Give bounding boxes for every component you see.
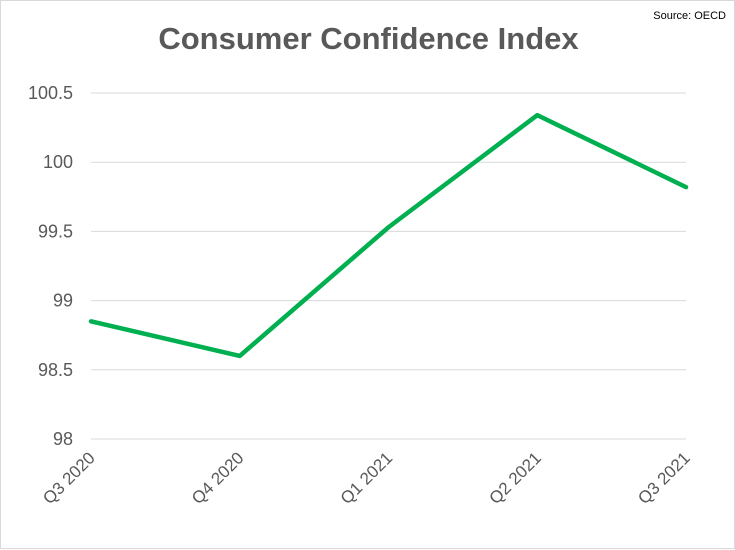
y-tick-label: 99.5 [38, 221, 73, 241]
x-tick-label: Q4 2020 [188, 448, 248, 508]
y-tick-label: 100.5 [28, 83, 73, 103]
y-tick-label: 100 [43, 152, 73, 172]
y-tick-label: 99 [53, 291, 73, 311]
x-tick-label: Q2 2021 [486, 448, 546, 508]
x-tick-label: Q3 2020 [39, 448, 99, 508]
series-line [91, 115, 686, 356]
x-tick-label: Q1 2021 [337, 448, 397, 508]
y-tick-label: 98.5 [38, 360, 73, 380]
x-tick-label: Q3 2021 [634, 448, 694, 508]
y-tick-label: 98 [53, 429, 73, 449]
